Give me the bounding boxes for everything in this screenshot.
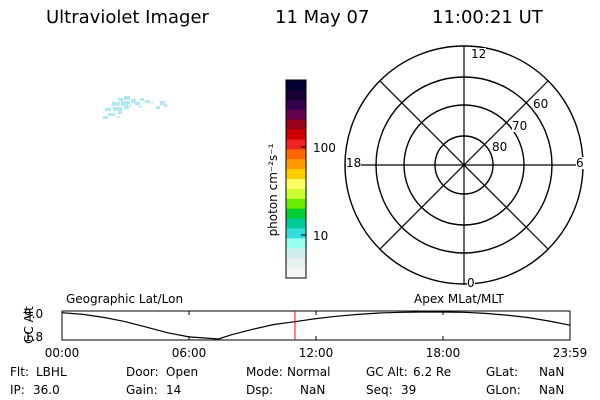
glon-label: GLon:: [486, 383, 521, 397]
image-date: 11 May 07: [275, 7, 370, 28]
colorbar-cell: [286, 169, 306, 180]
colorbar-tick-10: 10: [313, 229, 329, 243]
ip-label: IP:: [10, 383, 25, 397]
timeline-x-tick: 00:00: [44, 346, 80, 360]
colorbar-tick-100: 100: [313, 141, 336, 155]
mlat-label-80: 80: [492, 140, 508, 154]
instrument-title: Ultraviolet Imager: [46, 7, 209, 28]
timeline-y-tick-min: 1.8: [24, 330, 44, 344]
colorbar-cell: [286, 268, 306, 279]
colorbar-cell: [286, 179, 306, 190]
image-time: 11:00:21 UT: [432, 7, 543, 28]
dsp-value: NaN: [300, 383, 326, 397]
colorbar-cell: [286, 248, 306, 259]
colorbar-cell: [286, 129, 306, 140]
colorbar-cell: [286, 99, 306, 111]
colorbar-cell: [286, 119, 306, 130]
door-label: Door:: [126, 365, 159, 379]
mode-value: Normal: [287, 365, 331, 379]
timeline-x-tick: 06:00: [171, 346, 207, 360]
mode-label: Mode:: [246, 365, 283, 379]
gc-alt-value: 6.2 Re: [413, 365, 452, 379]
timeline-right-title: Apex MLat/MLT: [414, 292, 504, 306]
seq-label: Seq:: [366, 383, 393, 397]
mlt-label-0: 0: [467, 276, 475, 290]
colorbar-cell: [286, 198, 306, 210]
colorbar-cell: [286, 238, 306, 249]
gc-alt-label: GC Alt:: [366, 365, 408, 379]
gain-value: 14: [166, 383, 182, 397]
ip-value: 36.0: [33, 383, 60, 397]
filter-label: Flt:: [10, 365, 29, 379]
mlat-label-60: 60: [533, 97, 549, 111]
gain-label: Gain:: [126, 383, 158, 397]
door-value: Open: [166, 365, 199, 379]
mlat-label-70: 70: [512, 119, 528, 133]
colorbar-cell: [286, 218, 306, 229]
colorbar-cell: [286, 228, 306, 239]
timeline-x-tick: 23:59: [552, 346, 588, 360]
colorbar-cell: [286, 208, 306, 219]
timeline-y-tick-max: 9.0: [24, 307, 44, 321]
timeline-x-tick: 12:00: [298, 346, 334, 360]
glat-label: GLat:: [486, 365, 519, 379]
glon-value: NaN: [539, 383, 565, 397]
colorbar-cell: [286, 149, 306, 160]
mlt-label-18: 18: [346, 156, 362, 170]
colorbar-cell: [286, 139, 306, 150]
colorbar-cell: [286, 89, 306, 101]
seq-value: 39: [401, 383, 417, 397]
colorbar-cell: [286, 188, 306, 200]
glat-value: NaN: [539, 365, 565, 379]
filter-value: LBHL: [36, 365, 67, 379]
mlt-label-6: 6: [576, 156, 584, 170]
dsp-label: Dsp:: [246, 383, 274, 397]
colorbar-cell: [286, 80, 306, 91]
altitude-curve: [61, 311, 571, 340]
colorbar-cell: [286, 109, 306, 120]
mlt-label-12: 12: [471, 47, 487, 61]
colorbar-cell: [286, 159, 306, 170]
colorbar-cell: [286, 258, 306, 269]
timeline-left-title: Geographic Lat/Lon: [66, 292, 184, 306]
timeline-x-tick: 18:00: [425, 346, 461, 360]
